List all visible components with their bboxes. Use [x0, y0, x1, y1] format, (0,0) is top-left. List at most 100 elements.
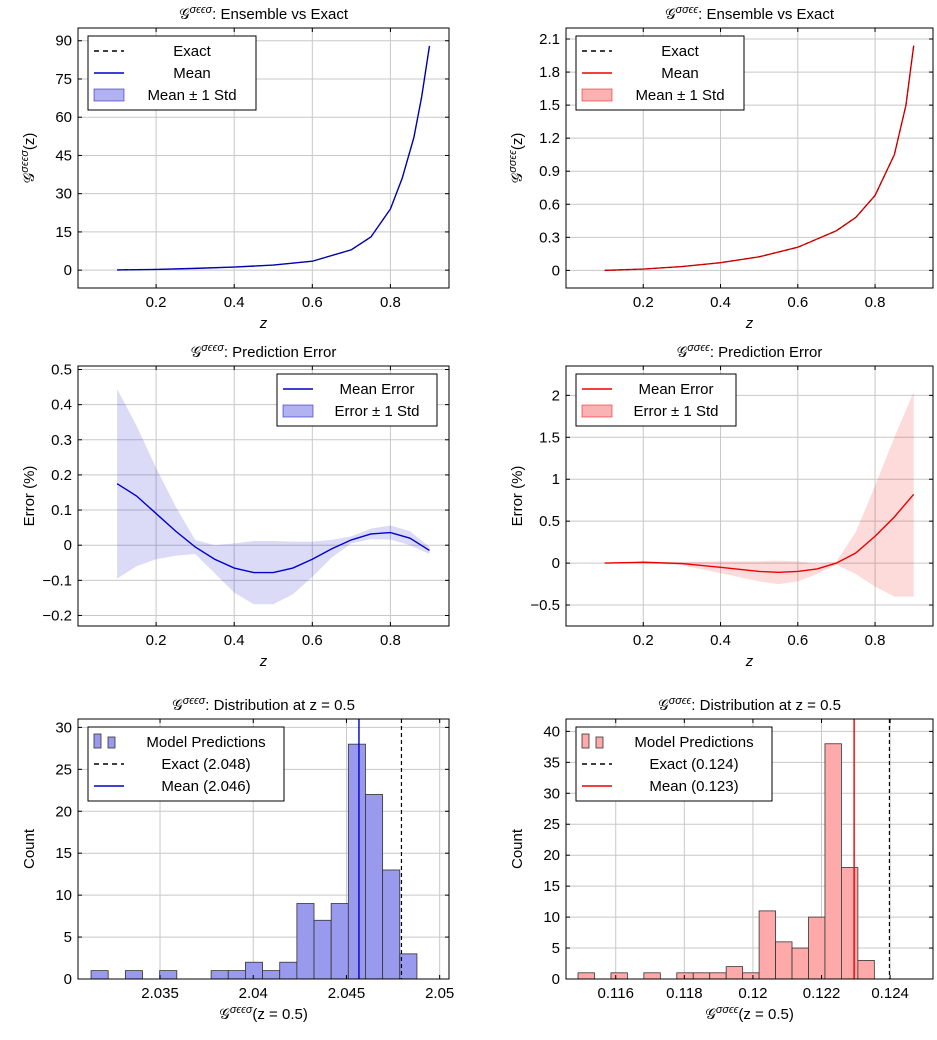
- y-tick-label: 20: [543, 847, 560, 864]
- y-tick-label: −0.2: [42, 607, 72, 624]
- exact-line: [604, 45, 915, 271]
- y-axis-label: 𝒢σϵϵσ(z): [19, 133, 38, 184]
- y-tick-label: 25: [55, 761, 72, 778]
- histogram-bar: [841, 867, 859, 980]
- y-tick-label: 0.6: [539, 196, 560, 213]
- std-band: [604, 392, 914, 597]
- y-tick-label: 20: [55, 803, 72, 820]
- histogram-bar: [775, 941, 793, 980]
- mean-line: [604, 45, 915, 272]
- mean-line: [604, 493, 915, 574]
- y-tick-label: 25: [543, 816, 560, 833]
- chart-p4: 0.2 0.4 0.6 0.8 −0.5 0 0.5 1 1.5 2 𝒢σσϵϵ: Predicti…: [509, 342, 934, 670]
- legend-label: Error ± 1 Std: [634, 403, 719, 420]
- legend-label: Exact: [661, 43, 699, 60]
- x-axis-label: 𝒢σϵϵσ(z = 0.5): [219, 1004, 308, 1023]
- legend: Model Predictions Exact (2.048) Mean (2.04…: [87, 726, 285, 802]
- y-tick-label: 10: [543, 909, 560, 926]
- x-tick-label: 0.8: [380, 632, 401, 649]
- y-axis-label: Count: [21, 828, 38, 869]
- histogram-bar: [758, 910, 776, 980]
- y-tick-label: 75: [55, 71, 72, 88]
- y-tick-label: 60: [55, 109, 72, 126]
- legend: Exact Mean Mean ± 1 Std: [575, 35, 745, 111]
- y-tick-label: 0.5: [51, 362, 72, 379]
- histogram-bar: [279, 961, 298, 980]
- histogram-bar: [676, 972, 694, 980]
- y-tick-label: 0.9: [539, 163, 560, 180]
- x-tick-label: 0.2: [146, 632, 167, 649]
- mean-line: [116, 483, 430, 574]
- chart-p2: 0.2 0.4 0.6 0.8 0 0.3 0.6 0.9 1.2 1.5 1.8 2.1 𝒢σσϵϵ:…: [507, 4, 934, 332]
- axes-frame: [77, 718, 450, 980]
- y-tick-label: 0.1: [51, 502, 72, 519]
- legend-label: Mean ± 1 Std: [147, 87, 236, 104]
- legend-swatch: [581, 733, 590, 749]
- y-tick-label: 0: [552, 971, 560, 988]
- x-axis-label: z: [745, 653, 754, 670]
- x-tick-label: 2.045: [328, 985, 366, 1002]
- axes-frame: [565, 27, 934, 289]
- x-tick-label: 0.6: [787, 632, 808, 649]
- y-tick-label: 45: [55, 147, 72, 164]
- histogram-bar: [262, 970, 281, 980]
- y-tick-label: 5: [64, 929, 72, 946]
- legend-box: [575, 726, 773, 802]
- y-tick-label: 0.3: [51, 432, 72, 449]
- x-tick-label: 0.6: [302, 632, 323, 649]
- axes-frame: [565, 718, 934, 980]
- histogram-bar: [824, 743, 842, 980]
- y-tick-label: 0.2: [51, 467, 72, 484]
- y-axis-label: Count: [509, 828, 526, 869]
- legend-swatch: [581, 88, 613, 102]
- histogram-bar: [330, 903, 349, 980]
- y-tick-label: 15: [55, 224, 72, 241]
- histogram-bar: [857, 960, 875, 980]
- histogram-bar: [382, 869, 401, 980]
- x-axis-label: 𝒢σσϵϵ(z = 0.5): [705, 1004, 794, 1023]
- x-tick-label: 2.04: [239, 985, 268, 1002]
- y-tick-label: 0.4: [51, 397, 72, 414]
- y-tick-label: 2: [552, 387, 560, 404]
- histogram-bar: [709, 972, 727, 980]
- chart-p5: 2.035 2.04 2.045 2.05 0 5 10 15 20 25 30 𝒢σϵϵσ: Dis…: [21, 695, 454, 1023]
- y-axis-label: Error (%): [21, 466, 38, 527]
- histogram-bar: [577, 972, 595, 980]
- legend-label: Error ± 1 Std: [335, 403, 420, 420]
- legend-label: Model Predictions: [634, 734, 753, 751]
- legend-box: [87, 726, 285, 802]
- axes-frame: [77, 365, 450, 627]
- legend-label: Mean ± 1 Std: [635, 87, 724, 104]
- y-tick-label: 1.5: [539, 429, 560, 446]
- x-tick-label: 0.116: [598, 985, 634, 1002]
- legend-label: Mean Error: [339, 381, 414, 398]
- legend-label: Mean (2.046): [161, 778, 250, 795]
- histogram-bar: [296, 903, 315, 980]
- chart-title: 𝒢σϵϵσ: Ensemble vs Exact: [179, 4, 349, 23]
- x-tick-label: 0.6: [787, 294, 808, 311]
- y-tick-label: 40: [543, 723, 560, 740]
- y-tick-label: 30: [55, 719, 72, 736]
- legend: Exact Mean Mean ± 1 Std: [87, 35, 257, 111]
- y-tick-label: 1.5: [539, 97, 560, 114]
- exact-line: [117, 45, 430, 271]
- x-tick-label: 0.8: [865, 632, 886, 649]
- histogram-bar: [159, 970, 178, 980]
- legend-swatch: [595, 736, 604, 749]
- y-tick-label: 30: [55, 186, 72, 203]
- legend-label: Mean (0.123): [649, 778, 738, 795]
- legend-label: Mean: [173, 65, 211, 82]
- y-axis-label: Error (%): [509, 466, 526, 527]
- chart-p6: 0.116 0.118 0.12 0.122 0.124 0 5 10 15 20 25 30 35 40…: [509, 695, 934, 1023]
- x-tick-label: 0.4: [710, 632, 731, 649]
- histogram-bar: [808, 916, 826, 980]
- y-tick-label: 0: [64, 537, 72, 554]
- histogram-bar: [245, 961, 263, 980]
- legend-swatch: [581, 404, 613, 418]
- y-tick-label: 90: [55, 33, 72, 50]
- x-tick-label: 0.118: [666, 985, 702, 1002]
- chart-p1: 0.2 0.4 0.6 0.8 0 15 30 45 60 75 90 𝒢σϵϵσ: Ensemble…: [19, 4, 450, 332]
- x-tick-label: 0.4: [710, 294, 731, 311]
- legend-swatch: [93, 733, 102, 749]
- y-tick-label: 35: [543, 754, 560, 771]
